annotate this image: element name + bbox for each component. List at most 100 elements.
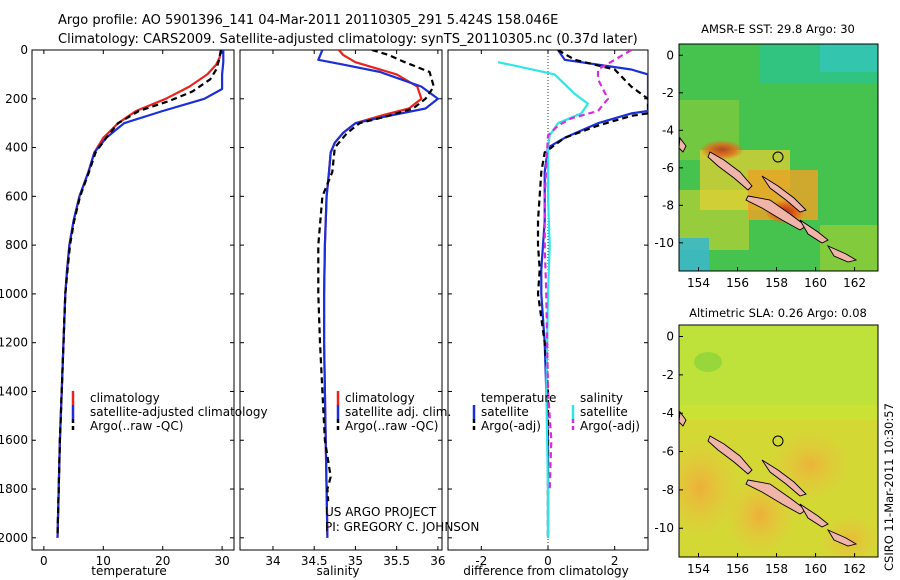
salinity-panel-frame [239,49,443,551]
y-tick-label: 1400 [0,384,28,398]
temperature-series [56,50,225,538]
series-line-argo-raw-qc- [56,50,222,536]
sst-lon-axis: 154 156 158 160 162 [687,267,866,290]
series-line-satellite-adj-clim- [317,50,439,538]
lon-tick-label: 162 [843,276,866,290]
sst-hot-spot [700,140,744,160]
x-tick-label: 34 [265,554,280,568]
lat-tick-label: -6 [662,445,674,459]
y-tick-label: 400 [5,141,28,155]
legend-argo: Argo(..raw -QC) [345,419,438,433]
legend-salinity-heading: salinity [580,391,623,405]
sla-lat-axis: 0 -2 -4 -6 -8 -10 [654,330,683,535]
x-tick-label: 35.5 [383,554,410,568]
y-tick-label: 0 [20,43,28,57]
legend-climatology: climatology [90,391,160,405]
x-tick-label: 2 [611,554,619,568]
sla-map-title: Altimetric SLA: 0.26 Argo: 0.08 [689,306,867,320]
lat-tick-label: -10 [654,236,674,250]
temperature-x-axis: 0 10 20 30 [40,50,230,568]
lat-tick-label: -4 [662,406,674,420]
difference-legend: temperature satellite Argo(-adj) salinit… [472,391,640,433]
sst-map [679,44,878,271]
x-tick-label: 34.5 [301,554,328,568]
series-line-climatology [56,50,222,538]
y-tick-label: 1000 [0,287,28,301]
difference-series [497,50,648,538]
y-tick-label: 1200 [0,336,28,350]
depth-axis: 0 200 400 600 800 1000 1200 1400 1600 1800 2000 [0,43,648,545]
series-line-climatology [323,50,423,538]
sst-argo-marker [772,151,784,163]
temperature-panel-frame [31,49,235,551]
x-tick-label: 30 [214,554,229,568]
lat-tick-label: 0 [666,48,674,62]
salinity-x-axis: 34 34.5 35 35.5 36 [265,50,446,568]
x-tick-label: 35 [348,554,363,568]
lon-tick-label: 162 [843,562,866,576]
y-tick-label: 800 [5,238,28,252]
pi-label: PI: GREGORY C. JOHNSON [325,520,479,534]
legend-argo: Argo(..raw -QC) [90,419,183,433]
lat-tick-label: -4 [662,123,674,137]
series-line-temperature-argo-adj- [536,50,648,538]
lat-tick-label: -10 [654,521,674,535]
lat-tick-label: -2 [662,86,674,100]
lon-tick-label: 154 [687,276,710,290]
legend-climatology: climatology [345,391,415,405]
y-tick-label: 1800 [0,482,28,496]
series-line-salinity-satellite [497,61,590,538]
sla-warm-blob [679,438,740,538]
y-tick-label: 600 [5,189,28,203]
legend-satellite-adjusted: satellite-adjusted climatology [90,405,268,419]
y-tick-label: 1600 [0,433,28,447]
legend-satellite-adj: satellite adj. clim. [345,405,451,419]
lon-tick-label: 160 [804,276,827,290]
legend-sal-argo: Argo(-adj) [580,419,640,433]
legend-temp-satellite: satellite [481,405,529,419]
lon-tick-label: 156 [726,562,749,576]
x-tick-label: 20 [155,554,170,568]
sst-cool-corner [679,238,709,271]
sst-map-frame [678,43,879,272]
x-tick-label: 0 [40,554,48,568]
sst-islands [679,136,858,263]
lat-tick-label: -2 [662,368,674,382]
sla-warm-blob [820,515,878,557]
difference-xlabel: difference from climatology [463,564,629,578]
temperature-legend: climatology satellite-adjusted climatolo… [71,391,268,433]
project-label: US ARGO PROJECT [325,505,437,519]
sla-argo-marker [772,435,784,447]
x-tick-label: -2 [475,554,487,568]
y-tick-label: 200 [5,92,28,106]
lon-tick-label: 156 [726,276,749,290]
sst-lat-axis: 0 -2 -4 -6 -8 -10 [654,48,683,250]
y-tick-label: 2000 [0,531,28,545]
lon-tick-label: 158 [765,562,788,576]
legend-temperature-heading: temperature [481,391,556,405]
x-tick-label: 0 [544,554,552,568]
side-timestamp: CSIRO 11-Mar-2011 10:30:57 [882,403,896,571]
series-line-salinity-argo-adj- [543,50,632,490]
temperature-xlabel: temperature [91,564,166,578]
header-line-2: Climatology: CARS2009. Satellite-adjuste… [58,32,638,47]
sla-low-blob [694,352,722,372]
lon-tick-label: 160 [804,562,827,576]
lat-tick-label: -8 [662,483,674,497]
sst-map-title: AMSR-E SST: 29.8 Argo: 30 [701,22,855,36]
sla-map-frame [678,324,879,558]
series-line-satellite-adjusted-climatology [56,50,225,538]
lat-tick-label: 0 [666,330,674,344]
x-tick-label: 10 [96,554,111,568]
sla-map [679,325,878,557]
legend-sal-satellite: satellite [580,405,628,419]
salinity-series [317,50,439,538]
salinity-legend: climatology satellite adj. clim. Argo(..… [336,391,451,433]
lat-tick-label: -8 [662,198,674,212]
sla-lon-axis: 154 156 158 160 162 [687,553,866,576]
lon-tick-label: 154 [687,562,710,576]
header-line-1: Argo profile: AO 5901396_141 04-Mar-2011… [58,13,558,28]
lat-tick-label: -6 [662,161,674,175]
sst-cooler-patch [820,44,878,72]
